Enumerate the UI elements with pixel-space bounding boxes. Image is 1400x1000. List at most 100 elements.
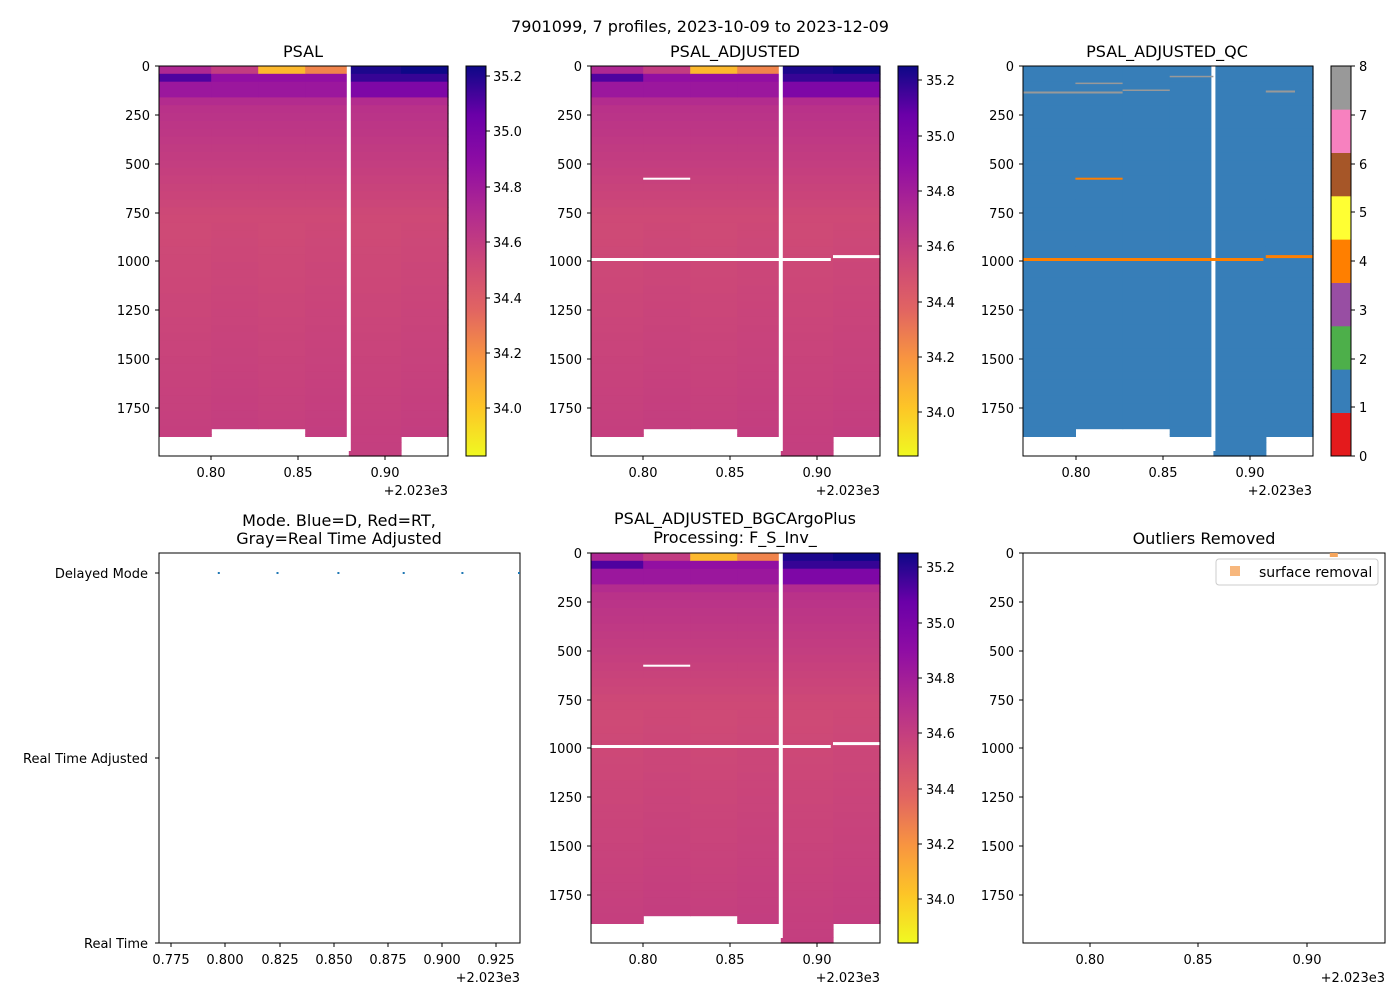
heatmap-cell [780, 418, 834, 428]
heatmap-cell [1122, 379, 1171, 388]
flagged-depth-line [1265, 255, 1313, 259]
heatmap-cell [159, 371, 212, 381]
heatmap-cell [305, 293, 350, 302]
heatmap-cell [690, 144, 738, 153]
psal-y-axis: 0 250 500 750 1000 1250 1500 1750 [117, 60, 159, 417]
heatmap-cell [401, 309, 449, 318]
heatmap-cell [690, 379, 738, 388]
heatmap-cell [1213, 426, 1267, 435]
heatmap-cell [159, 113, 212, 122]
heatmap-cell [833, 207, 881, 216]
heatmap-cell [258, 301, 306, 310]
heatmap-cell [591, 662, 644, 672]
heatmap-cell [1169, 403, 1214, 412]
heatmap-cell [1075, 293, 1124, 302]
heatmap-cell [1023, 418, 1076, 428]
heatmap-cell [737, 607, 782, 617]
heatmap-cell [1265, 285, 1314, 294]
heatmap-cell [211, 332, 259, 341]
heatmap-cell [780, 340, 834, 349]
heatmap-cell [591, 324, 644, 334]
flagged-short-line [643, 664, 691, 667]
heatmap-cell [258, 285, 306, 294]
heatmap-cell [401, 363, 449, 373]
heatmap-cell [1265, 379, 1314, 388]
adj-ytick: 500 [557, 158, 582, 173]
heatmap-cell [780, 316, 834, 326]
qc-y-axis: 0 250 500 750 1000 1250 1500 1750 [981, 60, 1023, 417]
heatmap-cell [258, 387, 306, 396]
heatmap-cell [401, 418, 449, 428]
heatmap-cell [690, 332, 738, 341]
heatmap-cell [643, 749, 691, 758]
heatmap-cell [643, 780, 691, 789]
heatmap-cell [1169, 371, 1214, 381]
heatmap-cell [1023, 434, 1076, 437]
heatmap-cell [643, 639, 691, 648]
heatmap-cell [690, 560, 738, 570]
heatmap-cell [780, 600, 834, 609]
heatmap-cell [159, 293, 212, 302]
heatmap-cell [1122, 356, 1171, 365]
heatmap-cell [833, 827, 881, 836]
heatmap-cell [643, 105, 691, 114]
heatmap-cell [737, 764, 782, 774]
heatmap-cell [211, 81, 259, 91]
heatmap-cell [833, 191, 881, 200]
bgc-ytick: 0 [574, 547, 582, 562]
adj-cbtick: 35.2 [926, 74, 955, 89]
heatmap-cell [1213, 160, 1267, 169]
heatmap-cell [348, 356, 402, 365]
heatmap-cell [643, 654, 691, 664]
heatmap-cell [1075, 97, 1124, 106]
heatmap-cell [591, 592, 644, 601]
heatmap-cell [1213, 324, 1267, 334]
adj-ytick: 0 [574, 60, 582, 75]
heatmap-cell [591, 819, 644, 828]
heatmap-cell [643, 207, 691, 216]
heatmap-cell [1023, 363, 1076, 373]
heatmap-cell [780, 858, 834, 868]
heatmap-cell [690, 780, 738, 789]
mode-points [217, 572, 520, 574]
heatmap-cell [1023, 262, 1076, 271]
heatmap-cell [1023, 73, 1076, 83]
heatmap-cell [305, 316, 350, 326]
heatmap-cell [737, 897, 782, 907]
heatmap-cell [690, 105, 738, 114]
data-gap-line [346, 66, 351, 451]
heatmap-cell [1169, 293, 1214, 302]
heatmap-cell [401, 120, 449, 130]
heatmap-cell [833, 764, 881, 774]
heatmap-cell [780, 183, 834, 192]
heatmap-cell [1213, 410, 1267, 420]
heatmap-cell [833, 81, 881, 91]
heatmap-cell [780, 285, 834, 294]
heatmap-cell [643, 568, 691, 578]
heatmap-cell [833, 553, 881, 562]
heatmap-cell [591, 890, 644, 899]
heatmap-cell [401, 191, 449, 200]
heatmap-cell [305, 285, 350, 294]
heatmap-cell [737, 623, 782, 632]
heatmap-cell [258, 81, 306, 91]
heatmap-cell [305, 332, 350, 341]
mode-ytick-delayed: Delayed Mode [55, 567, 148, 582]
heatmap-cell [833, 238, 881, 247]
heatmap-cell [591, 803, 644, 813]
heatmap-cell [780, 199, 834, 208]
psal-ytick: 500 [125, 158, 150, 173]
heatmap-cell [833, 214, 881, 224]
heatmap-cell [401, 144, 449, 153]
heatmap-cell [643, 600, 691, 609]
heatmap-cell [1169, 387, 1214, 396]
heatmap-cell [348, 73, 402, 83]
heatmap-cell [690, 183, 738, 192]
heatmap-cell [643, 410, 691, 420]
heatmap-cell [1213, 191, 1267, 200]
heatmap-cell [833, 167, 881, 177]
heatmap-cell [737, 81, 782, 91]
heatmap-cell [305, 144, 350, 153]
heatmap-cell [401, 387, 449, 396]
heatmap-cell [401, 293, 449, 302]
